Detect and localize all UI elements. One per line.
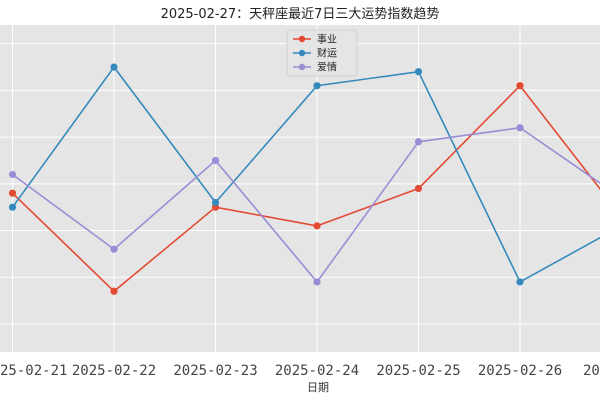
series-2 [8, 63, 600, 286]
legend-swatch-marker [298, 49, 306, 57]
data-point [313, 278, 321, 286]
legend-box [286, 29, 358, 77]
data-point [110, 245, 118, 253]
data-point [8, 189, 17, 197]
legend-label: 财运 [317, 47, 337, 60]
legend-item: 事业 [293, 33, 337, 46]
plot-area [0, 25, 600, 352]
data-point [313, 82, 321, 90]
x-tick-label: 202 [583, 363, 600, 379]
chart-title: 2025-02-27：天秤座最近7日三大运势指数趋势 [161, 6, 440, 22]
legend-swatch-marker [298, 35, 306, 43]
data-point [110, 287, 118, 295]
x-tick-label: 2025-02-22 [72, 363, 156, 379]
x-tick-label: 2025-02-26 [478, 363, 562, 379]
data-point [414, 184, 423, 193]
data-point [211, 198, 220, 207]
data-point [414, 68, 423, 76]
data-point [211, 156, 220, 165]
x-tick-label: 2025-02-24 [275, 363, 359, 379]
legend-label: 事业 [317, 33, 337, 46]
legend-swatch-marker [298, 63, 306, 71]
legend-item: 爱情 [293, 61, 337, 74]
series-layer [8, 63, 600, 295]
data-point [8, 170, 17, 179]
x-tick-label: 2025-02-23 [173, 363, 257, 379]
x-axis-label: 日期 [307, 381, 329, 394]
series-3 [8, 124, 600, 286]
data-point [516, 278, 524, 286]
x-tick-labels: 25-02-21 2025-02-22 2025-02-23 2025-02-24 20… [0, 363, 600, 379]
x-tick-label: 25-02-21 [0, 363, 67, 379]
x-tick-label: 2025-02-25 [376, 363, 460, 379]
data-point [414, 138, 423, 146]
data-point [516, 124, 524, 132]
data-point [313, 222, 321, 230]
data-point [110, 63, 118, 71]
data-point [516, 82, 524, 90]
data-point [8, 203, 17, 211]
legend-label: 爱情 [317, 61, 337, 74]
legend-item: 财运 [293, 47, 337, 60]
series-1 [8, 82, 600, 295]
